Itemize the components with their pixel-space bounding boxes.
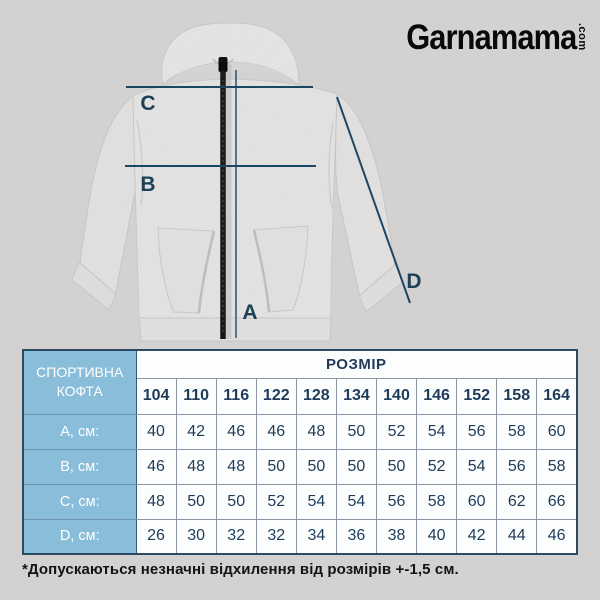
size-cell: 158 (496, 377, 538, 415)
value-cell: 26 (135, 518, 177, 555)
size-cell: 128 (295, 377, 337, 415)
table-header-row: СПОРТИВНА КОФТА РОЗМІР (22, 349, 578, 415)
table-row-b: В, см: 46 48 48 50 50 50 50 52 54 56 58 (22, 448, 578, 485)
measure-label-d: D (406, 270, 421, 293)
value-cell: 50 (215, 483, 257, 520)
value-cell: 50 (335, 448, 377, 485)
zipper-pull (220, 70, 226, 79)
hem-band (138, 317, 332, 342)
value-cell: 54 (456, 448, 498, 485)
size-cell: 146 (416, 377, 458, 415)
value-cell: 56 (375, 483, 418, 520)
measure-label-c: C (140, 92, 155, 115)
value-cell: 40 (135, 413, 177, 450)
garnamama-logo: Garnamama .com (383, 18, 588, 57)
value-cell: 54 (295, 483, 337, 520)
size-cell: 110 (175, 377, 217, 415)
size-cell: 152 (456, 377, 498, 415)
value-cell: 66 (536, 483, 578, 520)
value-cell: 48 (175, 448, 217, 485)
row-label-a: А, см: (22, 413, 137, 450)
value-cell: 42 (456, 518, 498, 555)
value-cell: 46 (536, 518, 578, 555)
size-cell: 134 (335, 377, 377, 415)
size-cell: 104 (135, 377, 177, 415)
value-cell: 30 (175, 518, 217, 555)
value-cell: 58 (536, 448, 578, 485)
tolerance-footnote: *Допускаються незначні відхилення від ро… (22, 561, 459, 578)
row-label-c: С, см: (22, 483, 137, 520)
value-cell: 50 (255, 448, 297, 485)
table-row-c: С, см: 48 50 50 52 54 54 56 58 60 62 66 (22, 483, 578, 520)
value-cell: 58 (496, 413, 538, 450)
value-cell: 48 (295, 413, 337, 450)
value-cell: 46 (135, 448, 177, 485)
sizes-row: 104 110 116 122 128 134 140 146 152 158 … (23, 377, 578, 415)
value-cell: 44 (496, 518, 538, 555)
value-cell: 46 (255, 413, 297, 450)
logo-brand-text: Garnamama (405, 18, 577, 57)
size-cell: 122 (255, 377, 297, 415)
value-cell: 58 (416, 483, 458, 520)
value-cell: 54 (335, 483, 377, 520)
logo-tld-text: .com (576, 23, 588, 51)
value-cell: 40 (416, 518, 458, 555)
value-cell: 48 (215, 448, 257, 485)
value-cell: 50 (295, 448, 337, 485)
value-cell: 38 (375, 518, 418, 555)
size-cell: 140 (375, 377, 418, 415)
hoodie-diagram: C B A D (71, 22, 422, 342)
measure-line-d (336, 96, 411, 304)
size-cell: 164 (536, 377, 578, 415)
table-row-a: А, см: 40 42 46 46 48 50 52 54 56 58 60 (22, 413, 578, 450)
value-cell: 60 (456, 483, 498, 520)
size-cell: 116 (215, 377, 257, 415)
row-label-d: D, см: (22, 518, 137, 555)
value-cell: 32 (215, 518, 257, 555)
value-cell: 52 (255, 483, 297, 520)
table-row-d: D, см: 26 30 32 32 34 36 38 40 42 44 46 (22, 518, 578, 555)
value-cell: 42 (175, 413, 217, 450)
value-cell: 60 (536, 413, 578, 450)
value-cell: 50 (375, 448, 418, 485)
row-label-b: В, см: (22, 448, 137, 485)
value-cell: 36 (335, 518, 377, 555)
measure-label-a: A (242, 301, 257, 324)
value-cell: 50 (335, 413, 377, 450)
value-cell: 56 (496, 448, 538, 485)
measure-label-b: B (140, 173, 155, 196)
value-cell: 56 (456, 413, 498, 450)
value-cell: 52 (375, 413, 418, 450)
value-cell: 46 (215, 413, 257, 450)
value-cell: 52 (416, 448, 458, 485)
value-cell: 50 (175, 483, 217, 520)
value-cell: 34 (295, 518, 337, 555)
size-header-cell: РОЗМІР (135, 349, 578, 379)
product-name-cell: СПОРТИВНА КОФТА (22, 349, 137, 415)
value-cell: 32 (255, 518, 297, 555)
value-cell: 54 (416, 413, 458, 450)
value-cell: 48 (135, 483, 177, 520)
size-chart-table: СПОРТИВНА КОФТА РОЗМІР 104 110 116 122 1… (22, 349, 578, 555)
value-cell: 62 (496, 483, 538, 520)
